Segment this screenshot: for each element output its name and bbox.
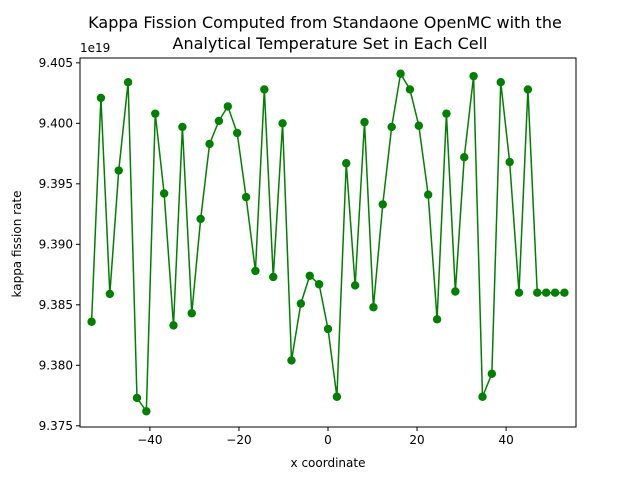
data-point (105, 289, 115, 299)
data-point (214, 116, 224, 126)
data-point (169, 321, 178, 330)
data-point (378, 200, 387, 209)
data-point (96, 93, 106, 103)
data-point (496, 77, 505, 87)
data-point (196, 214, 205, 224)
data-point (314, 280, 324, 289)
data-point (332, 392, 342, 401)
y-axis-offset-label: 1e19 (80, 41, 110, 55)
data-point (369, 303, 378, 312)
data-point (460, 153, 469, 162)
chart-title-line-2: Analytical Temperature Set in Each Cell (173, 34, 488, 53)
axes-frame (79, 57, 577, 428)
data-point (232, 128, 242, 138)
data-point (269, 272, 278, 282)
data-point (178, 122, 187, 132)
data-point (405, 85, 415, 94)
data-point (451, 287, 460, 296)
x-tick-label: 40 (498, 433, 513, 447)
data-point (151, 109, 160, 118)
data-point (550, 288, 560, 297)
data-point (241, 192, 251, 202)
data-point (287, 356, 296, 365)
x-tick-label: 0 (324, 433, 332, 447)
x-tick-label: 20 (409, 433, 424, 447)
data-point (350, 281, 360, 290)
y-tick-label: 9.375 (39, 419, 73, 433)
data-point (360, 117, 369, 127)
chart-title-line-1: Kappa Fission Computed from Standaone Op… (88, 13, 562, 32)
data-point (260, 85, 269, 94)
data-point (205, 139, 214, 149)
data-point (159, 189, 169, 198)
data-point (523, 85, 533, 94)
y-tick-label: 9.405 (39, 56, 73, 70)
data-point (396, 69, 405, 78)
data-point (132, 393, 142, 403)
data-point (514, 288, 524, 297)
data-point (469, 71, 478, 81)
data-point (478, 392, 487, 401)
data-point (387, 122, 396, 132)
y-tick-label: 9.385 (39, 298, 73, 312)
data-point (114, 166, 123, 175)
data-point (423, 190, 433, 199)
data-point (414, 121, 424, 130)
data-point (123, 77, 133, 87)
y-tick-label: 9.380 (39, 358, 73, 372)
plot-area (87, 69, 569, 416)
data-point (533, 288, 542, 297)
y-tick-label: 9.395 (39, 177, 73, 191)
y-tick-label: 9.390 (39, 237, 73, 251)
data-point (305, 271, 314, 280)
x-tick-label: −20 (226, 433, 251, 447)
data-point (296, 299, 306, 308)
data-point (323, 324, 333, 334)
y-axis-label: kappa fission rate (10, 190, 24, 297)
data-point (342, 159, 351, 168)
x-tick-label: −40 (137, 433, 162, 447)
data-point (87, 317, 96, 326)
x-axis-label: x coordinate (291, 456, 366, 470)
data-point (187, 309, 196, 318)
data-point (142, 407, 151, 416)
data-point (223, 102, 233, 111)
y-axis: 9.375 9.380 9.385 9.390 9.395 9.400 9.405 (39, 56, 80, 433)
x-axis: −40 −20 0 20 40 (137, 427, 514, 447)
data-point (541, 288, 551, 297)
data-point (442, 109, 451, 118)
data-point (251, 266, 260, 276)
data-point (432, 315, 442, 324)
data-point (487, 369, 497, 378)
data-point (560, 288, 569, 297)
data-point (278, 119, 287, 128)
data-point (505, 157, 514, 167)
y-tick-label: 9.400 (39, 116, 73, 130)
